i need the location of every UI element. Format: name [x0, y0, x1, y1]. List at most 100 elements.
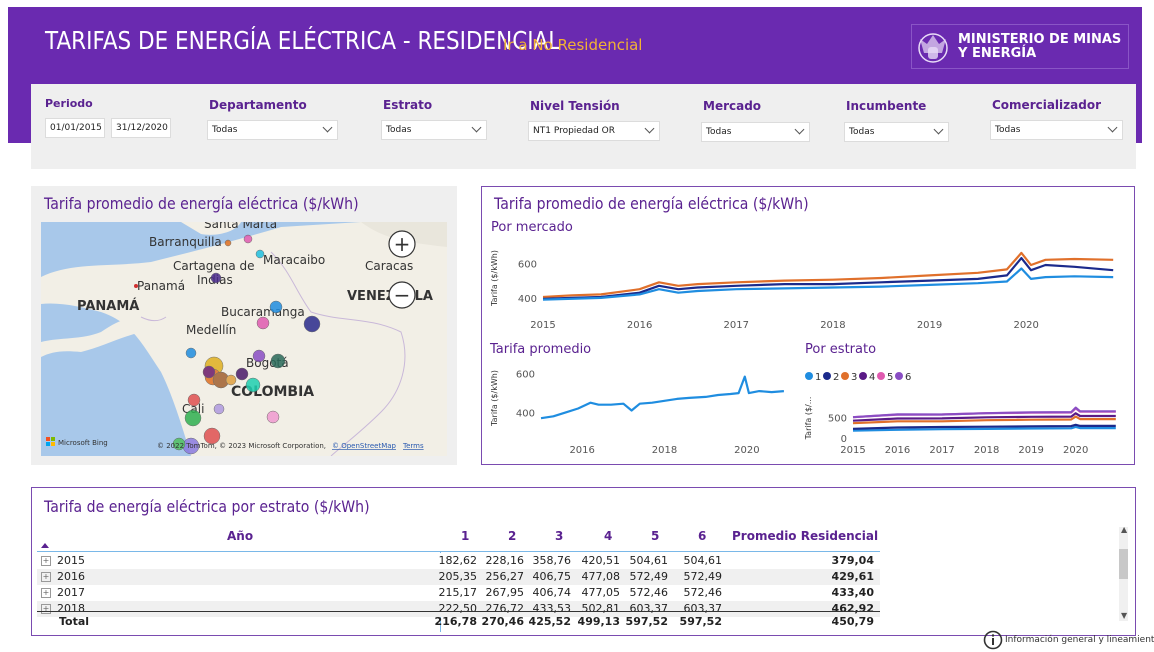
map-bubble[interactable] [202, 365, 216, 379]
map-bubble[interactable] [245, 377, 261, 393]
series-line-1[interactable] [852, 425, 1116, 432]
terms-link[interactable]: Terms [402, 442, 424, 450]
legend-marker-5[interactable] [877, 372, 885, 380]
cell-estrato-6: 572,46 [683, 586, 723, 599]
expand-icon[interactable]: + [41, 588, 51, 598]
map-bubble[interactable] [210, 272, 222, 284]
cell-estrato-1: 215,17 [438, 586, 478, 599]
cell-estrato-1: 205,35 [438, 570, 478, 583]
col-header-6[interactable]: 6 [698, 529, 707, 543]
total-label: Total [59, 615, 90, 628]
estrato-dropdown[interactable]: Todas [381, 120, 487, 140]
map-bubble[interactable] [235, 367, 249, 381]
nivel-tension-value: NT1 Propiedad OR [533, 126, 615, 136]
col-header-1[interactable]: 1 [461, 529, 470, 543]
scroll-down-icon[interactable]: ▼ [1121, 611, 1128, 620]
chevron-down-icon [794, 124, 805, 135]
map-bubble[interactable] [270, 353, 286, 369]
row-year: 2018 [57, 602, 85, 615]
x-tick-label: 2016 [627, 320, 652, 331]
comercializador-dropdown[interactable]: Todas [990, 120, 1123, 140]
nivel-tension-label: Nivel Tensión [530, 99, 620, 113]
row-year: 2016 [57, 570, 85, 583]
sort-asc-icon[interactable] [41, 543, 49, 548]
zoom-in-button[interactable]: + [388, 230, 416, 258]
map-bubble[interactable] [185, 347, 197, 359]
map-label-caracas: Caracas [365, 259, 413, 273]
map-bubble[interactable] [172, 437, 186, 451]
map-label-santa-marta: Santa Marta [204, 222, 277, 231]
cell-estrato-6: 572,49 [683, 570, 723, 583]
cell-promedio: 379,04 [831, 554, 874, 567]
map-bubble[interactable] [243, 234, 253, 244]
nav-no-residencial-link[interactable]: Ir a No Residencial [503, 36, 643, 54]
col-header-promedio[interactable]: Promedio Residencial [732, 529, 879, 543]
scrollbar-thumb[interactable] [1119, 549, 1128, 579]
zoom-out-button[interactable]: − [388, 281, 416, 309]
cell-estrato-2: 267,95 [485, 586, 525, 599]
col-header-4[interactable]: 4 [604, 529, 613, 543]
nivel-tension-dropdown[interactable]: NT1 Propiedad OR [528, 121, 660, 141]
map-bubble[interactable] [256, 316, 270, 330]
table-row[interactable]: +2016 205,35 256,27 406,75 477,08 572,49 572,4… [37, 569, 880, 585]
map-bubble[interactable] [255, 249, 265, 259]
cell-estrato-1: 222,50 [438, 602, 478, 615]
expand-icon[interactable]: + [41, 556, 51, 566]
info-icon[interactable] [983, 630, 1003, 650]
series-line-3[interactable] [542, 267, 1114, 301]
cell-estrato-5: 572,49 [629, 570, 669, 583]
legend-marker-1[interactable] [805, 372, 813, 380]
periodo-start-input[interactable]: 01/01/2015 [45, 118, 105, 138]
col-header-5[interactable]: 5 [651, 529, 660, 543]
x-tick-label: 2018 [652, 445, 677, 456]
map-bubble[interactable] [225, 374, 237, 386]
col-header-2[interactable]: 2 [508, 529, 517, 543]
series-line-1[interactable] [542, 251, 1114, 299]
estrato-chart-title: Por estrato [805, 342, 877, 357]
table-row[interactable]: +2017 215,17 267,95 406,74 477,05 572,46 572,4… [37, 585, 880, 601]
info-link[interactable]: Información general y lineamientos [1005, 635, 1154, 645]
expand-icon[interactable]: + [41, 572, 51, 582]
departamento-dropdown[interactable]: Todas [207, 120, 338, 140]
cell-estrato-3: 406,74 [532, 586, 572, 599]
periodo-end-input[interactable]: 31/12/2020 [111, 118, 171, 138]
series-line-3[interactable] [852, 415, 1116, 425]
x-tick-label: 2020 [734, 445, 759, 456]
map-canvas[interactable]: Santa Marta Barranquilla Maracaibo Carta… [41, 222, 447, 456]
expand-icon[interactable]: + [41, 604, 51, 614]
total-promedio: 450,79 [831, 615, 874, 628]
map-bubble[interactable] [184, 409, 202, 427]
series-line-1[interactable] [540, 375, 784, 420]
cell-estrato-1: 182,62 [438, 554, 478, 567]
map-bubble[interactable] [252, 349, 266, 363]
legend-marker-6[interactable] [895, 372, 903, 380]
filter-panel: Periodo 01/01/2015 31/12/2020 Departamen… [31, 84, 1136, 169]
scroll-up-icon[interactable]: ▲ [1121, 525, 1128, 534]
map-bubble[interactable] [203, 427, 221, 445]
col-header-3[interactable]: 3 [555, 529, 564, 543]
series-line-6[interactable] [852, 406, 1116, 419]
legend-marker-2[interactable] [823, 372, 831, 380]
map-bubble[interactable] [224, 239, 232, 247]
legend-marker-4[interactable] [859, 372, 867, 380]
map-bubble[interactable] [213, 403, 225, 415]
map-bubble[interactable] [266, 410, 280, 424]
incumbente-dropdown[interactable]: Todas [844, 122, 949, 142]
mercado-dropdown[interactable]: Todas [701, 122, 810, 142]
map-bubble[interactable] [269, 300, 283, 314]
page-title: TARIFAS DE ENERGÍA ELÉCTRICA - RESIDENCI… [45, 26, 561, 55]
table-scrollbar[interactable]: ▲ ▼ [1119, 525, 1128, 621]
chevron-down-icon [933, 124, 944, 135]
osm-link[interactable]: © OpenStreetMap [332, 442, 397, 450]
series-line-4[interactable] [852, 412, 1116, 422]
series-line-2[interactable] [852, 423, 1116, 430]
map-bubble[interactable] [187, 393, 201, 407]
table-row[interactable]: +2015 182,62 228,16 358,76 420,51 504,61 504,6… [37, 553, 880, 569]
col-header-year[interactable]: Año [227, 529, 254, 543]
y-tick-label: 0 [841, 434, 847, 445]
series-line-2[interactable] [542, 256, 1114, 300]
legend-marker-3[interactable] [841, 372, 849, 380]
map-label-panama: PANAMÁ [77, 298, 139, 314]
map-bubble[interactable] [303, 315, 321, 333]
map-view[interactable]: Santa Marta Barranquilla Maracaibo Carta… [41, 222, 447, 456]
